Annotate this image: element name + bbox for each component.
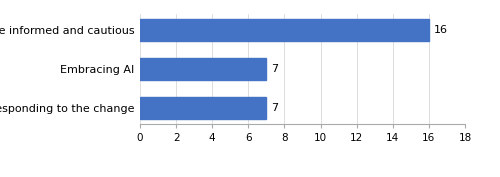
Bar	[140, 58, 266, 80]
Bar	[140, 19, 429, 41]
Text: 7: 7	[271, 64, 278, 74]
Text: 7: 7	[271, 103, 278, 113]
Bar	[140, 97, 266, 119]
Text: 16: 16	[434, 25, 448, 35]
